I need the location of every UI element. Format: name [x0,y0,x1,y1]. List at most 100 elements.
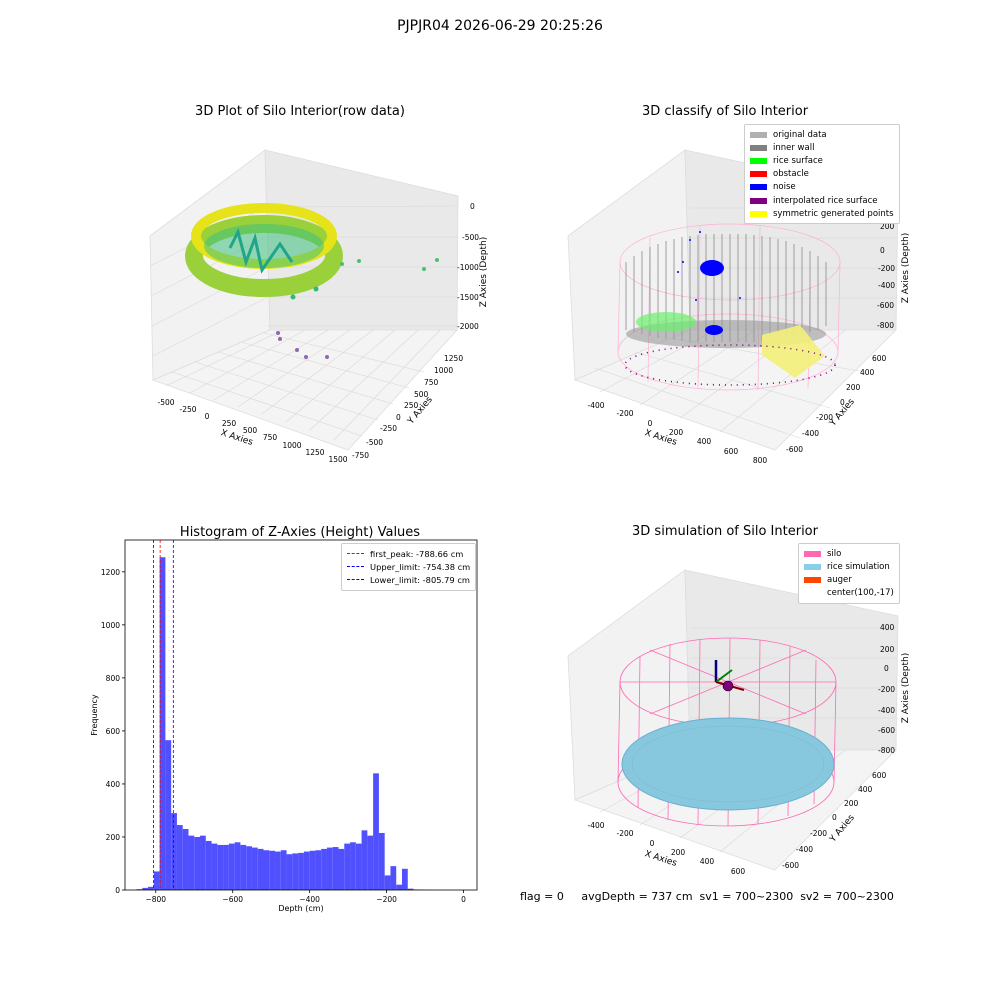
raw-silo-ring [185,203,343,297]
simulation-zlabel: Z Axies (Depth) [901,653,911,724]
histogram-ytick-label: 1200 [101,568,120,577]
histogram-bar [298,852,304,890]
histogram-bar [251,847,258,890]
raw-ztick: 0 [470,202,475,211]
classify-rice-surface [636,312,696,332]
raw-ytick: 1250 [444,354,463,363]
legend-item: silo [804,547,894,560]
simulation-ztick: 0 [884,664,889,673]
legend-item: rice simulation [804,560,894,573]
classify-ytick: 0 [840,398,845,407]
histogram-bar [326,847,333,890]
legend-swatch [750,171,767,178]
histogram-ytick-label: 1000 [101,621,120,630]
histogram-bar [217,844,224,890]
legend-label: symmetric generated points [773,208,894,219]
histogram-bar [390,866,397,890]
legend-label: obstacle [773,169,809,180]
simulation-ytick: 400 [858,785,873,794]
raw-xtick: 1500 [328,455,347,464]
raw-3d-plot: -500 -250 0 250 500 750 1000 1250 1500 -… [149,149,489,464]
histogram-bar [188,835,195,890]
histogram-bar [344,843,351,890]
raw-floor-pane [151,329,458,451]
simulation-ztick: 200 [880,645,895,654]
histogram-bar [142,887,149,890]
histogram-xtick-label: −400 [299,895,320,904]
histogram-bar [401,868,408,890]
legend-label: center(100,-17) [827,588,894,599]
simulation-ztick: -800 [878,746,895,755]
legend-swatch [750,184,767,191]
legend-swatch [804,590,821,596]
classify-ytick: -200 [816,413,833,422]
raw-xtick: 750 [263,433,278,442]
raw-ytick: -500 [366,438,383,447]
legend-item: original data [750,128,894,141]
raw-ztick: -2000 [457,322,479,331]
simulation-rice-surface [621,717,835,811]
histogram-vlines [153,540,174,890]
classify-xtick: -400 [587,401,604,410]
classify-tick-labels: -400 -200 0 200 400 600 800 -600 -400 -2… [587,222,895,465]
histogram-bar [303,851,310,890]
histogram-bar [200,835,206,890]
legend-label: rice surface [773,155,823,166]
legend-label: silo [827,548,842,559]
histogram-legend: first_peak: -788.66 cm Upper_limit: -754… [341,543,477,591]
raw-ztick: -500 [462,233,479,242]
histogram-xlabel: Depth (cm) [278,904,323,913]
histogram-title: Histogram of Z-Axies (Height) Values [180,525,420,540]
histogram-bar [309,850,316,890]
raw-xtick: 250 [222,419,237,428]
legend-label: Upper_limit: -754.38 cm [370,561,471,572]
classify-legend: original data inner wall rice surface ob… [744,124,900,225]
legend-item: inner wall [750,141,894,154]
raw-xtick: 0 [205,412,210,421]
histogram-bar [350,842,356,890]
classify-zlabel: Z Axies (Depth) [901,233,911,304]
histogram-bar [292,853,299,890]
figure-title: PJPJR04 2026-06-29 20:25:26 [397,18,603,34]
histogram-bar [159,557,166,890]
classify-ztick: -400 [878,281,895,290]
legend-item: obstacle [750,168,894,181]
classify-3d-plot: -400 -200 0 200 400 600 800 -600 -400 -2… [567,149,911,465]
legend-item: auger [804,573,894,586]
classify-interpolated-surface [624,344,836,386]
classify-ytick: 200 [846,383,861,392]
raw-ylabel: Y Axies [406,395,435,427]
histogram-bar [321,848,327,890]
histogram-bar [194,836,201,890]
raw-xtick: 1000 [282,441,301,450]
classify-xtick: -200 [616,409,633,418]
histogram-frame [124,539,478,891]
classify-ztick: 200 [880,222,895,231]
legend-label: interpolated rice surface [773,195,878,206]
simulation-ztick: -600 [878,726,895,735]
legend-item: Upper_limit: -754.38 cm [347,560,470,573]
raw-ztick: -1000 [457,263,479,272]
legend-label: rice simulation [827,561,890,572]
histogram-bar [205,840,212,890]
raw-xtick: 1250 [305,448,324,457]
histogram-ylabel: Frequency [90,694,99,736]
simulation-ytick: -600 [782,861,799,870]
classify-xtick: 600 [724,447,739,456]
simulation-rice-mesh [631,725,825,803]
legend-swatch [750,157,767,164]
histogram-ytick-label: 0 [115,886,120,895]
histogram-bar [355,843,362,890]
raw-ytick: 250 [404,401,419,410]
simulation-xtick: 0 [650,839,655,848]
histogram-bar [373,773,379,890]
raw-xtick: -500 [157,398,174,407]
histogram-xtick-label: −200 [376,895,397,904]
classify-xtick: 200 [669,428,684,437]
simulation-xtick: 400 [700,857,715,866]
classify-symmetric-points [762,325,825,378]
simulation-xtick: 600 [731,867,746,876]
raw-zlabel: Z Axies (Depth) [479,237,489,308]
legend-item: symmetric generated points [750,207,894,220]
raw-ytick: -250 [380,424,397,433]
